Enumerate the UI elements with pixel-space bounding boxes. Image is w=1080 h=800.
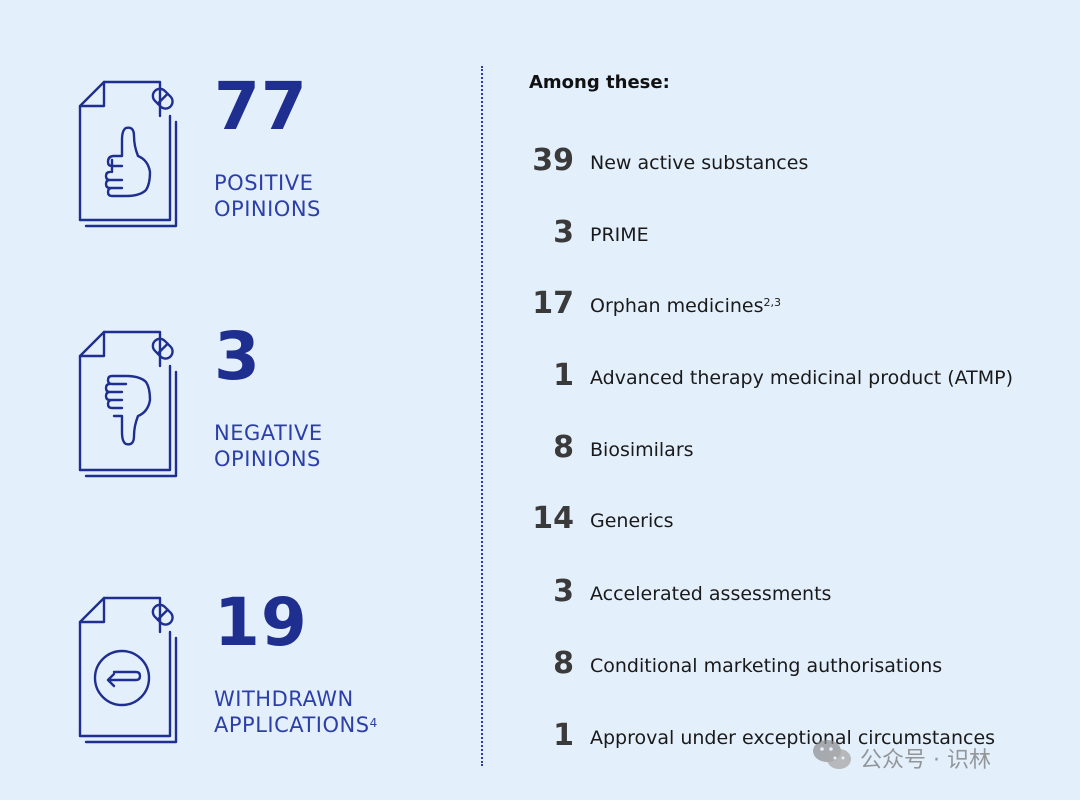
item-label: Advanced therapy medicinal product (ATMP… [590,367,1013,389]
item-text: Accelerated assessments [590,583,832,605]
watermark-text: 公众号 · 识林 [860,748,991,773]
list-item: 8 Biosimilars [528,431,1068,471]
item-text: Generics [590,510,674,532]
item-label: Approval under exceptional circumstances [590,727,995,749]
list-item: 39 New active substances [528,144,1068,184]
wechat-icon [812,738,852,778]
item-count: 1 [553,358,574,393]
item-text: Advanced therapy medicinal product (ATMP… [590,367,1014,389]
item-label: Generics [590,510,674,532]
stat-number: 19 [214,584,308,661]
stat-number: 77 [214,68,308,145]
item-count: 39 [532,143,574,178]
list-item: 14 Generics [528,502,1068,542]
item-text: PRIME [590,224,649,246]
item-count: 3 [553,574,574,609]
stat-label-line2: APPLICATIONS [214,713,370,737]
list-item: 1 Approval under exceptional circumstanc… [528,719,1068,759]
item-count: 17 [532,286,574,321]
item-text: Approval under exceptional circumstances [590,727,996,749]
list-item: 17 Orphan medicines2,3 [528,287,1068,327]
item-label: New active substances [590,152,808,174]
item-label: Accelerated assessments [590,583,831,605]
item-label: Orphan medicines2,3 [590,295,781,317]
footnote-marker: 2,3 [763,296,782,309]
stat-label-line2: OPINIONS [214,447,321,471]
stat-positive-opinions: 77 POSITIVE OPINIONS [78,74,458,240]
watermark: 公众号 · 识林 [812,738,1062,778]
stat-label: WITHDRAWN APPLICATIONS4 [214,686,378,738]
section-heading: Among these: [529,72,670,93]
list-item: 8 Conditional marketing authorisations [528,647,1068,687]
item-label: Biosimilars [590,439,694,461]
item-count: 8 [553,430,574,465]
item-text: Biosimilars [590,439,694,461]
list-item: 3 PRIME [528,216,1068,256]
stat-label-line1: WITHDRAWN [214,687,354,711]
item-label: Conditional marketing authorisations [590,655,942,677]
stat-label-line2: OPINIONS [214,197,321,221]
item-count: 3 [553,215,574,250]
stat-number: 3 [214,318,261,395]
dotted-divider [481,66,483,766]
item-label: PRIME [590,224,649,246]
item-text: Conditional marketing authorisations [590,655,943,677]
stat-label: NEGATIVE OPINIONS [214,420,323,472]
item-count: 8 [553,646,574,681]
item-text: Orphan medicines [590,295,764,317]
item-count: 1 [553,718,574,753]
footnote-marker: 4 [369,716,378,730]
stat-withdrawn-applications: 19 WITHDRAWN APPLICATIONS4 [78,590,458,756]
list-item: 1 Advanced therapy medicinal product (AT… [528,359,1068,399]
list-item: 3 Accelerated assessments [528,575,1068,615]
item-count: 14 [532,501,574,536]
stat-label: POSITIVE OPINIONS [214,170,321,222]
stat-label-line1: NEGATIVE [214,421,323,445]
stat-negative-opinions: 3 NEGATIVE OPINIONS [78,324,458,490]
stat-label-line1: POSITIVE [214,171,314,195]
item-text: New active substances [590,152,809,174]
